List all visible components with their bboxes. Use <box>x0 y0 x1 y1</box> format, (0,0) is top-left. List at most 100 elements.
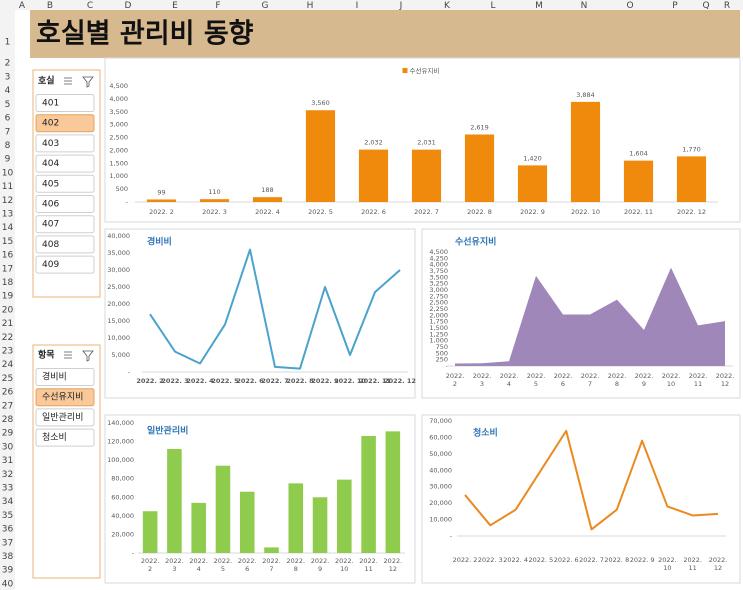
slicer-item-label[interactable]: 405 <box>42 179 59 189</box>
row-header: 27 <box>2 401 13 411</box>
y-tick-label: 100,000 <box>107 456 134 464</box>
slicer-item-label[interactable]: 406 <box>42 200 59 210</box>
chart-area <box>104 228 416 399</box>
row-header: 2 <box>5 59 11 69</box>
clear-filter-icon[interactable] <box>82 350 94 362</box>
slicer-item-label[interactable]: 401 <box>42 99 59 109</box>
multi-select-icon[interactable] <box>64 77 72 85</box>
y-tick-label: 3,000 <box>109 121 128 129</box>
slicer-item[interactable] <box>35 174 95 193</box>
bar <box>361 436 376 553</box>
slicer-item[interactable] <box>35 255 95 274</box>
column-header: C <box>87 1 93 11</box>
slicer-item[interactable] <box>35 235 95 254</box>
x-tick-label-box: 2022. 7 <box>581 372 600 388</box>
y-tick-label: 2,000 <box>109 146 128 154</box>
x-tick-label-box: 2022. 10 <box>661 372 681 388</box>
slicer-item-label[interactable]: 청소비 <box>42 432 67 443</box>
legend-swatch <box>402 68 408 73</box>
slicer-item-label[interactable]: 경비비 <box>42 371 67 383</box>
x-tick-label: 2022. 2 <box>445 372 465 388</box>
line <box>464 429 719 531</box>
slicer-item-label[interactable]: 408 <box>42 240 59 250</box>
y-tick-label: 3,750 <box>429 267 448 275</box>
slicer-item[interactable] <box>35 388 95 407</box>
data-label: 3,884 <box>576 91 595 99</box>
column-header: B <box>47 1 53 11</box>
y-tick-label: 140,000 <box>107 419 134 427</box>
row-header: 4 <box>5 86 11 96</box>
y-tick-label: - <box>132 549 135 557</box>
column-header: L <box>490 1 495 11</box>
slicer-item[interactable] <box>35 428 95 447</box>
slicer-item[interactable] <box>35 134 95 153</box>
row-header: 1 <box>5 38 11 48</box>
row-header: 36 <box>2 525 14 535</box>
x-tick-label: 2022. 5 <box>308 208 333 216</box>
x-tick-label-box: 2022. 4 <box>189 557 208 573</box>
row-header: 10 <box>2 168 14 178</box>
slicer-title: 항목 <box>38 349 55 361</box>
bar <box>676 156 707 202</box>
data-label: 99 <box>157 188 165 196</box>
x-tick-label: 2022. 3 <box>165 557 184 573</box>
slicer-item-label[interactable]: 403 <box>42 139 59 149</box>
row-header: 38 <box>2 552 14 562</box>
x-tick-label: 2022. 6 <box>361 208 386 216</box>
x-tick-label-box: 2022. 4 <box>503 556 528 564</box>
x-tick-label: 2022. 6 <box>553 372 573 388</box>
multi-select-icon[interactable] <box>64 351 72 359</box>
row-header: 39 <box>2 566 14 576</box>
column-header: M <box>535 1 543 11</box>
slicer-item[interactable] <box>35 154 95 173</box>
slicer-icons[interactable] <box>64 76 94 362</box>
slicer-item[interactable] <box>35 368 95 386</box>
slicer-item-label[interactable]: 407 <box>42 220 59 230</box>
y-tick-label: 35,000 <box>107 249 130 257</box>
y-tick-label: 1,000 <box>109 172 128 180</box>
slicer-item-label[interactable]: 402 <box>42 119 59 129</box>
y-tick-label: 4,500 <box>429 248 448 256</box>
y-tick-label: 30,000 <box>429 483 452 491</box>
row-header: 19 <box>2 292 14 302</box>
x-tick-label-box: 2022. 3 <box>473 372 492 388</box>
bar <box>199 199 230 202</box>
x-tick-label: 2022. 10 <box>658 556 677 572</box>
slicer-item-label[interactable]: 409 <box>42 260 59 270</box>
x-tick-label-box: 2022. 3 <box>478 556 503 564</box>
y-tick-label: 70,000 <box>429 417 452 425</box>
column-header: O <box>626 1 633 11</box>
slicer-item-label[interactable]: 일반관리비 <box>42 412 83 423</box>
slicer-item-label[interactable]: 수선유지비 <box>42 392 83 403</box>
data-label: 1,770 <box>682 145 701 153</box>
row-header: 40 <box>2 579 14 589</box>
y-tick-label: 60,000 <box>429 433 452 441</box>
slicer-item[interactable] <box>35 114 95 133</box>
y-tick-label: - <box>128 368 131 376</box>
y-tick-label: 4,500 <box>109 82 128 90</box>
clear-filter-icon[interactable] <box>82 76 94 88</box>
y-tick-label: 2,250 <box>429 305 448 313</box>
slicer-item-label[interactable]: 404 <box>42 159 59 169</box>
x-tick-label: 2022. 4 <box>255 208 280 216</box>
x-tick-label: 2022. 2 <box>136 377 163 385</box>
x-tick-label: 2022. 10 <box>661 372 681 388</box>
bar <box>191 502 206 553</box>
slicer-item[interactable] <box>35 408 95 427</box>
data-label: 188 <box>261 186 273 194</box>
x-tick-label-box: 2022. 5 <box>214 557 233 573</box>
row-header: 23 <box>2 347 13 357</box>
row-header: 18 <box>2 278 14 288</box>
x-tick-label: 2022. 10 <box>335 557 354 573</box>
sheet-title: 호실별 관리비 동향 <box>36 19 254 50</box>
x-tick-label: 2022. 4 <box>499 372 519 388</box>
slicer-item[interactable] <box>35 195 95 213</box>
x-tick-label-box: 2022. 6 <box>553 372 573 388</box>
row-header: 34 <box>2 497 14 507</box>
slicer-item[interactable] <box>35 215 95 234</box>
column-header: F <box>215 1 220 11</box>
slicer-item[interactable] <box>35 94 95 112</box>
y-tick-label: 60,000 <box>111 493 134 501</box>
row-header: 28 <box>2 415 14 425</box>
x-tick-label-box: 2022. 2 <box>445 372 465 388</box>
